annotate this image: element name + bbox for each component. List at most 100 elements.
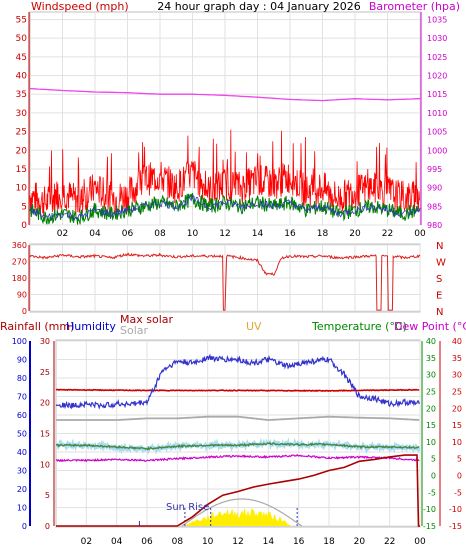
temp-tick-label: 25 bbox=[426, 387, 436, 396]
solar-label: Solar bbox=[120, 324, 149, 337]
barometer-tick-label: 1000 bbox=[427, 146, 447, 155]
temperature-label: Temperature (°C) bbox=[311, 320, 407, 333]
temp-tick-label: -10 bbox=[423, 505, 436, 514]
wind-x-tick-label: 16 bbox=[284, 229, 296, 239]
temp-tick-label: -5 bbox=[428, 488, 436, 497]
wind-y-tick-label: 0 bbox=[21, 221, 27, 231]
gust-line bbox=[29, 129, 420, 217]
wind-y-tick-label: 15 bbox=[16, 165, 27, 175]
multi-x-tick-label: 06 bbox=[141, 537, 153, 547]
dewpoint-tick-label: 15 bbox=[452, 421, 462, 430]
rain-tick-label: 25 bbox=[40, 368, 50, 377]
temperature-line bbox=[55, 441, 420, 451]
temp-tick-label: 15 bbox=[426, 421, 436, 430]
humidity-tick-label: 100 bbox=[12, 337, 27, 346]
humidity-tick-label: 20 bbox=[17, 485, 27, 494]
humidity-line bbox=[55, 353, 420, 410]
rainfall-line bbox=[56, 454, 420, 527]
dewpoint-tick-label: 40 bbox=[452, 337, 462, 346]
barometer-tick-label: 1010 bbox=[427, 109, 447, 118]
windspeed-axis-label: Windspeed (mph) bbox=[31, 0, 129, 13]
wind-x-tick-label: 04 bbox=[89, 229, 101, 239]
wind-y-tick-label: 10 bbox=[16, 184, 28, 194]
barometer-tick-label: 990 bbox=[427, 184, 442, 193]
multi-x-tick-label: 10 bbox=[202, 537, 214, 547]
dewpoint-tick-label: 25 bbox=[452, 387, 462, 396]
direction-y-tick-label: 270 bbox=[12, 258, 27, 267]
wind-x-tick-label: 12 bbox=[219, 229, 230, 239]
barometer-tick-label: 1005 bbox=[427, 128, 447, 137]
humidity-tick-label: 80 bbox=[17, 374, 27, 383]
wind-x-tick-label: 14 bbox=[252, 229, 264, 239]
wind-y-tick-label: 35 bbox=[16, 90, 27, 100]
multi-x-tick-label: 20 bbox=[354, 537, 366, 547]
multi-x-tick-label: 04 bbox=[111, 537, 123, 547]
axes: 0510152025303540455055980985990995100010… bbox=[12, 12, 462, 547]
dewpoint-tick-label: -5 bbox=[454, 488, 462, 497]
dewpoint-tick-label: -15 bbox=[449, 522, 462, 531]
wind-x-tick-label: 02 bbox=[57, 229, 68, 239]
multi-x-tick-label: 02 bbox=[81, 537, 92, 547]
max-solar-arc bbox=[181, 498, 303, 527]
compass-tick-label: S bbox=[436, 274, 442, 285]
wind-y-tick-label: 20 bbox=[16, 146, 28, 156]
humidity-tick-label: 60 bbox=[17, 411, 27, 420]
dewpoint-tick-label: 0 bbox=[457, 472, 462, 481]
uv-label: UV bbox=[246, 320, 262, 333]
average-wind-line bbox=[29, 193, 421, 225]
barometer-tick-label: 995 bbox=[427, 165, 442, 174]
compass-tick-label: E bbox=[436, 291, 442, 302]
dewpoint-tick-label: 10 bbox=[452, 438, 462, 447]
wind-x-tick-label: 10 bbox=[187, 229, 199, 239]
multi-x-tick-label: 22 bbox=[384, 537, 395, 547]
dew-point-line bbox=[55, 453, 420, 463]
compass-tick-label: N bbox=[436, 307, 443, 318]
barometer-tick-label: 1015 bbox=[427, 90, 447, 99]
dewpoint-tick-label: 20 bbox=[452, 404, 462, 413]
rainfall-label: Rainfall (mm) bbox=[0, 320, 74, 333]
humidity-label: Humidity bbox=[66, 320, 116, 333]
barometer-axis-label: Barometer (hpa) bbox=[369, 0, 460, 13]
sun-rise-label: Sun Rise bbox=[166, 502, 209, 513]
humidity-tick-label: 30 bbox=[17, 467, 27, 476]
chart-title: 24 hour graph day : 04 January 2026 bbox=[157, 0, 361, 13]
direction-y-tick-label: 90 bbox=[17, 291, 27, 300]
humidity-tick-label: 90 bbox=[17, 356, 27, 365]
wind-x-tick-label: 08 bbox=[154, 229, 166, 239]
multi-x-tick-label: 16 bbox=[293, 537, 305, 547]
temp-tick-label: 10 bbox=[426, 438, 436, 447]
dew-point-label: Dew Point (°C) bbox=[394, 320, 466, 333]
max-solar-label: Max solar bbox=[120, 313, 173, 326]
grid-lines bbox=[30, 12, 421, 527]
temp-tick-label: 30 bbox=[426, 371, 436, 380]
wind-y-tick-label: 5 bbox=[21, 202, 27, 212]
humidity-tick-label: 50 bbox=[17, 430, 27, 439]
temp-tick-label: -15 bbox=[423, 522, 436, 531]
barometer-line bbox=[29, 87, 421, 102]
rain-tick-label: 15 bbox=[40, 430, 50, 439]
barometer-tick-label: 1020 bbox=[427, 72, 447, 81]
dewpoint-tick-label: -10 bbox=[449, 505, 462, 514]
wind-y-tick-label: 45 bbox=[16, 53, 27, 63]
wind-x-tick-label: 18 bbox=[317, 229, 329, 239]
wind-y-tick-label: 25 bbox=[16, 128, 27, 138]
wind-x-tick-label: 22 bbox=[382, 229, 393, 239]
temp-tick-label: 35 bbox=[426, 354, 436, 363]
rain-tick-label: 10 bbox=[40, 460, 50, 469]
humidity-tick-label: 10 bbox=[17, 504, 27, 513]
multi-x-tick-label: 18 bbox=[323, 537, 335, 547]
direction-y-tick-label: 180 bbox=[12, 274, 27, 283]
temp-tick-label: 40 bbox=[426, 337, 436, 346]
compass-tick-label: N bbox=[436, 241, 443, 252]
solar-line bbox=[56, 415, 420, 421]
rain-tick-label: 20 bbox=[40, 399, 50, 408]
wind-y-tick-label: 40 bbox=[16, 72, 28, 82]
dewpoint-tick-label: 35 bbox=[452, 354, 462, 363]
solar-radiation-fill bbox=[184, 507, 292, 527]
dewpoint-tick-label: 5 bbox=[457, 455, 462, 464]
wind-direction-line bbox=[29, 252, 421, 311]
wind-y-tick-label: 55 bbox=[16, 15, 27, 25]
rain-tick-label: 0 bbox=[45, 522, 50, 531]
barometer-tick-label: 1030 bbox=[427, 34, 447, 43]
